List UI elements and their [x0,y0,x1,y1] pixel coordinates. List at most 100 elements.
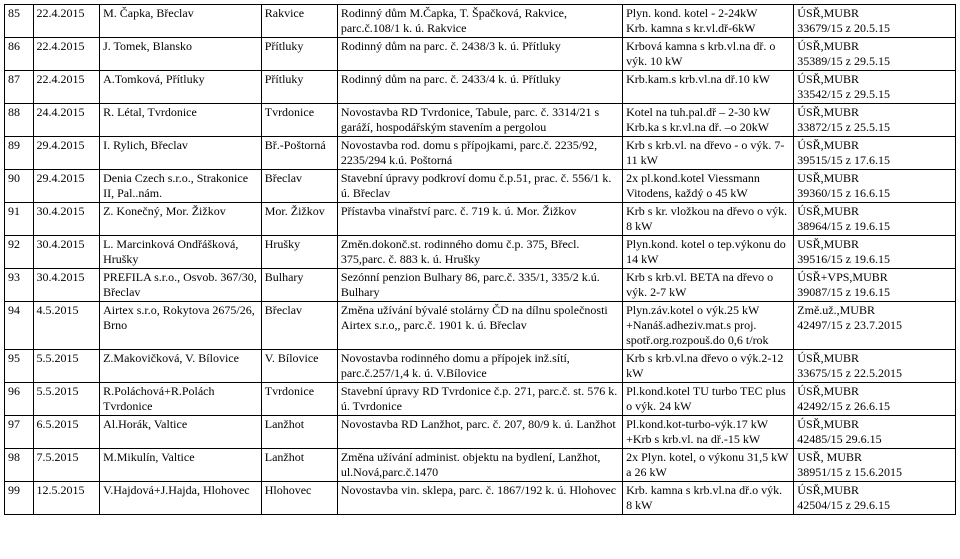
cell-app: L. Marcinková Ondřášková, Hrušky [100,236,262,269]
cell-heat: 2x Plyn. kotel, o výkonu 31,5 kW a 26 kW [623,449,794,482]
table-row: 8824.4.2015R. Létal, TvrdoniceTvrdoniceN… [5,104,956,137]
table-row: 9330.4.2015PREFILA s.r.o., Osvob. 367/30… [5,269,956,302]
cell-ref: ÚSŘ,MUBR 39515/15 z 17.6.15 [794,137,956,170]
cell-date: 6.5.2015 [33,416,100,449]
cell-loc: Hlohovec [261,482,337,515]
cell-loc: Přítluky [261,71,337,104]
cell-desc: Sezónní penzion Bulhary 86, parc.č. 335/… [337,269,622,302]
cell-desc: Novostavba RD Lanžhot, parc. č. 207, 80/… [337,416,622,449]
cell-loc: Břeclav [261,170,337,203]
cell-heat: Krb s krb.vl. na dřevo - o výk. 7-11 kW [623,137,794,170]
table-row: 8929.4.2015I. Rylich, BřeclavBř.-Poštorn… [5,137,956,170]
cell-app: R.Poláchová+R.Polách Tvrdonice [100,383,262,416]
cell-n: 99 [5,482,34,515]
cell-loc: Mor. Žižkov [261,203,337,236]
cell-ref: ÚSŘ,MUBR 33872/15 z 25.5.15 [794,104,956,137]
cell-desc: Novostavba rodinného domu a přípojek inž… [337,350,622,383]
cell-ref: ÚSŘ,MUBR 38964/15 z 19.6.15 [794,203,956,236]
cell-ref: ÚSŘ,MUBR 33675/15 z 22.5.2015 [794,350,956,383]
cell-loc: V. Bílovice [261,350,337,383]
cell-n: 87 [5,71,34,104]
cell-n: 89 [5,137,34,170]
cell-app: Airtex s.r.o, Rokytova 2675/26, Brno [100,302,262,350]
cell-ref: USŘ,MUBR 39516/15 z 19.6.15 [794,236,956,269]
cell-app: Z.Makovičková, V. Bílovice [100,350,262,383]
cell-n: 95 [5,350,34,383]
cell-ref: ÚSŘ,MUBR 42492/15 z 26.6.15 [794,383,956,416]
cell-date: 4.5.2015 [33,302,100,350]
cell-app: R. Létal, Tvrdonice [100,104,262,137]
cell-loc: Bř.-Poštorná [261,137,337,170]
cell-heat: Pl.kond.kotel TU turbo TEC plus o výk. 2… [623,383,794,416]
cell-loc: Bulhary [261,269,337,302]
cell-app: Z. Konečný, Mor. Žižkov [100,203,262,236]
cell-desc: Změna užívání bývalé stolárny ČD na díln… [337,302,622,350]
cell-app: A.Tomková, Přítluky [100,71,262,104]
table-row: 8522.4.2015M. Čapka, BřeclavRakviceRodin… [5,5,956,38]
cell-n: 91 [5,203,34,236]
cell-n: 85 [5,5,34,38]
cell-desc: Rodinný dům na parc. č. 2433/4 k. ú. Pří… [337,71,622,104]
cell-date: 5.5.2015 [33,383,100,416]
cell-ref: ÚSŘ,MUBR 35389/15 z 29.5.15 [794,38,956,71]
cell-desc: Změna užívání administ. objektu na bydle… [337,449,622,482]
table-row: 976.5.2015Al.Horák, ValticeLanžhotNovost… [5,416,956,449]
cell-n: 93 [5,269,34,302]
cell-date: 30.4.2015 [33,236,100,269]
cell-date: 5.5.2015 [33,350,100,383]
cell-desc: Rodinný dům M.Čapka, T. Špačková, Rakvic… [337,5,622,38]
table-row: 944.5.2015Airtex s.r.o, Rokytova 2675/26… [5,302,956,350]
cell-heat: Krb s krb.vl. BETA na dřevo o výk. 2-7 k… [623,269,794,302]
cell-desc: Změn.dokonč.st. rodinného domu č.p. 375,… [337,236,622,269]
cell-desc: Rodinný dům na parc. č. 2438/3 k. ú. Pří… [337,38,622,71]
table-row: 8622.4.2015J. Tomek, BlanskoPřítlukyRodi… [5,38,956,71]
cell-heat: Krb. kamna s krb.vl.na dř.o výk. 8 kW [623,482,794,515]
cell-date: 29.4.2015 [33,137,100,170]
cell-heat: Krbová kamna s krb.vl.na dř. o výk. 10 k… [623,38,794,71]
table-row: 9230.4.2015L. Marcinková Ondřášková, Hru… [5,236,956,269]
cell-desc: Stavební úpravy RD Tvrdonice č.p. 271, p… [337,383,622,416]
table-row: 9912.5.2015V.Hajdová+J.Hajda, HlohovecHl… [5,482,956,515]
cell-heat: Plyn.záv.kotel o výk.25 kW +Nanáš.adhezi… [623,302,794,350]
cell-date: 22.4.2015 [33,5,100,38]
cell-ref: ÚSŘ,MUBR 33679/15 z 20.5.15 [794,5,956,38]
cell-desc: Novostavba rod. domu s přípojkami, parc.… [337,137,622,170]
cell-loc: Tvrdonice [261,383,337,416]
cell-n: 96 [5,383,34,416]
cell-app: M.Mikulín, Valtice [100,449,262,482]
cell-heat: Krb s krb.vl.na dřevo o výk.2-12 kW [623,350,794,383]
cell-date: 22.4.2015 [33,71,100,104]
cell-n: 94 [5,302,34,350]
table-row: 9130.4.2015Z. Konečný, Mor. ŽižkovMor. Ž… [5,203,956,236]
cell-n: 98 [5,449,34,482]
cell-loc: Tvrdonice [261,104,337,137]
cell-heat: Krb.kam.s krb.vl.na dř.10 kW [623,71,794,104]
cell-desc: Novostavba vin. sklepa, parc. č. 1867/19… [337,482,622,515]
cell-date: 24.4.2015 [33,104,100,137]
cell-loc: Lanžhot [261,449,337,482]
cell-ref: ÚSŘ,MUBR 42485/15 29.6.15 [794,416,956,449]
table-row: 965.5.2015R.Poláchová+R.Polách Tvrdonice… [5,383,956,416]
cell-n: 88 [5,104,34,137]
cell-date: 30.4.2015 [33,203,100,236]
cell-heat: Pl.kond.kot-turbo-výk.17 kW +Krb s krb.v… [623,416,794,449]
table-row: 8722.4.2015A.Tomková, PřítlukyPřítlukyRo… [5,71,956,104]
cell-heat: Kotel na tuh.pal.dř – 2-30 kW Krb.ka s k… [623,104,794,137]
cell-app: PREFILA s.r.o., Osvob. 367/30, Břeclav [100,269,262,302]
cell-n: 90 [5,170,34,203]
table-row: 9029.4.2015Denia Czech s.r.o., Strakonic… [5,170,956,203]
cell-app: V.Hajdová+J.Hajda, Hlohovec [100,482,262,515]
cell-desc: Stavební úpravy podkroví domu č.p.51, pr… [337,170,622,203]
cell-app: M. Čapka, Břeclav [100,5,262,38]
cell-date: 29.4.2015 [33,170,100,203]
cell-loc: Rakvice [261,5,337,38]
cell-date: 7.5.2015 [33,449,100,482]
cell-app: Al.Horák, Valtice [100,416,262,449]
cell-ref: ÚSŘ,MUBR 33542/15 z 29.5.15 [794,71,956,104]
cell-n: 97 [5,416,34,449]
cell-date: 22.4.2015 [33,38,100,71]
cell-ref: USŘ,MUBR 39360/15 z 16.6.15 [794,170,956,203]
table-row: 955.5.2015Z.Makovičková, V. BíloviceV. B… [5,350,956,383]
cell-date: 12.5.2015 [33,482,100,515]
cell-app: Denia Czech s.r.o., Strakonice II, Pal..… [100,170,262,203]
